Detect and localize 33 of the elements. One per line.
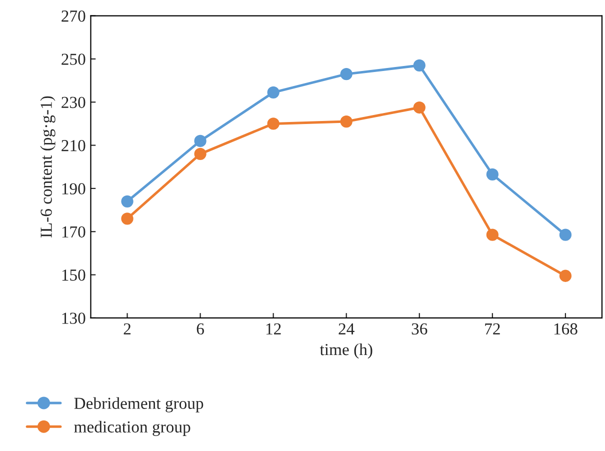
y-tick-label: 190 xyxy=(62,183,86,194)
point xyxy=(267,86,280,98)
y-tick-label: 270 xyxy=(62,10,86,22)
x-tick-label: 72 xyxy=(485,323,500,334)
point xyxy=(340,68,352,80)
y-axis-title: IL-6 content (pg·g-1) xyxy=(40,96,56,238)
point xyxy=(486,168,498,180)
y-tick-label: 230 xyxy=(62,96,86,108)
point xyxy=(559,270,572,282)
x-tick-label: 12 xyxy=(266,323,281,334)
point xyxy=(267,118,280,130)
point xyxy=(194,134,206,148)
y-tick-label: 210 xyxy=(62,140,86,152)
x-tick-label: 2 xyxy=(124,323,131,334)
legend-label: Debridement group xyxy=(74,397,204,412)
legend-label: medication group xyxy=(74,420,190,436)
x-axis-title: time (h) xyxy=(320,343,372,359)
y-tick-label: 170 xyxy=(62,226,86,238)
point xyxy=(340,115,352,128)
point xyxy=(413,101,426,114)
point xyxy=(121,195,134,208)
y-tick-label: 250 xyxy=(62,54,86,65)
point xyxy=(121,212,134,225)
x-tick-label: 6 xyxy=(196,323,204,335)
point xyxy=(194,148,206,160)
x-tick-label: 24 xyxy=(338,323,354,334)
x-tick-label: 36 xyxy=(412,323,428,335)
y-tick-label: 150 xyxy=(62,269,86,281)
point xyxy=(413,59,426,72)
point xyxy=(559,228,572,241)
x-tick-label: 168 xyxy=(554,323,578,335)
point xyxy=(486,228,498,241)
y-tick-label: 130 xyxy=(62,312,86,324)
